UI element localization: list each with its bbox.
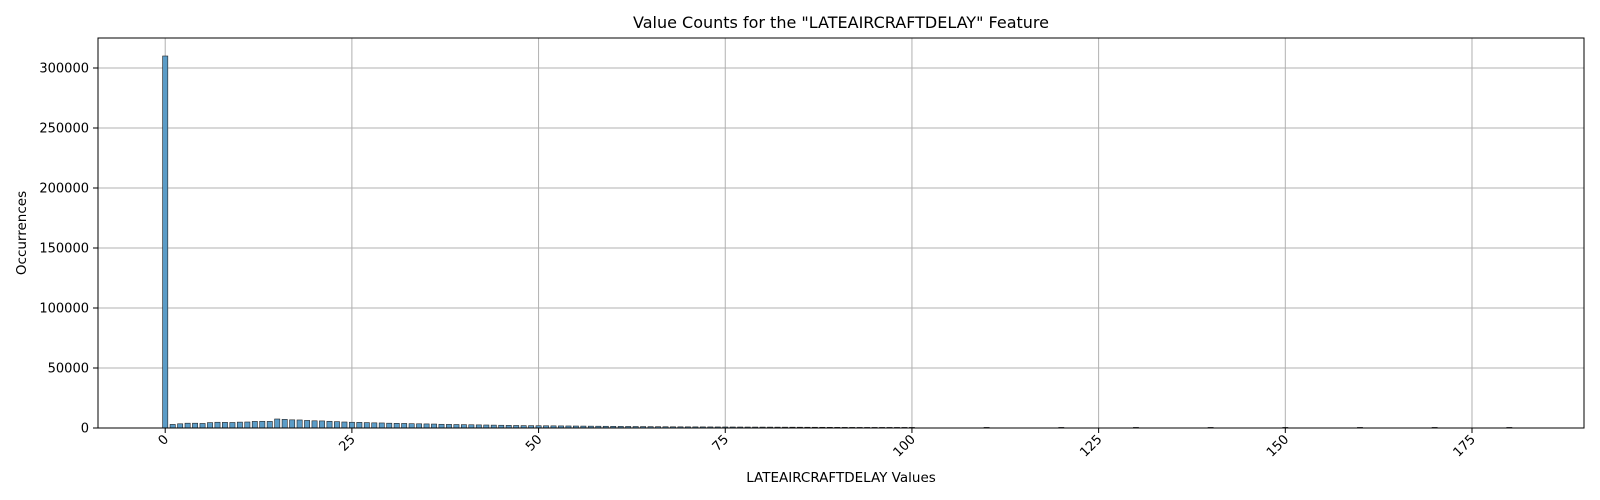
x-tick-label-0: 0 xyxy=(156,432,172,448)
chart-title: Value Counts for the "LATEAIRCRAFTDELAY"… xyxy=(633,13,1049,32)
bar-29 xyxy=(378,422,385,429)
grid-layer xyxy=(98,38,1584,429)
x-tick-label-5: 125 xyxy=(1077,432,1105,460)
x-axis-label: LATEAIRCRAFTDELAY Values xyxy=(746,470,936,486)
y-tick-layer: 0 50000 100000 150000 200000 250000 300000 xyxy=(39,62,98,437)
y-tick-label-1: 50000 xyxy=(48,362,89,377)
x-tick-label-1: 25 xyxy=(336,432,358,454)
bar-31 xyxy=(393,423,400,429)
x-tick-label-7: 175 xyxy=(1451,432,1479,460)
bar-34 xyxy=(416,423,423,429)
y-axis-label: Occurrences xyxy=(14,191,30,275)
bar-23 xyxy=(334,421,340,429)
bar-3 xyxy=(184,422,191,429)
y-tick-label-5: 250000 xyxy=(39,122,89,137)
bar-4 xyxy=(192,422,198,429)
bar-26 xyxy=(356,422,363,429)
bar-16 xyxy=(281,419,288,429)
bar-40 xyxy=(460,424,467,429)
bar-25 xyxy=(348,421,355,429)
bar-8 xyxy=(222,422,228,429)
bar-9 xyxy=(229,422,236,429)
bar-10 xyxy=(236,421,243,429)
bar-24 xyxy=(341,421,348,429)
x-tick-label-2: 50 xyxy=(523,432,545,454)
bar-22 xyxy=(326,420,333,429)
bar-7 xyxy=(214,421,221,429)
bar-21 xyxy=(319,420,325,429)
x-tick-layer: 0 25 50 75 100 125 150 175 xyxy=(156,428,1479,460)
bar-28 xyxy=(371,422,378,429)
bar-30 xyxy=(386,422,393,429)
y-tick-label-3: 150000 xyxy=(39,242,89,257)
bar-15 xyxy=(274,418,281,429)
y-tick-label-6: 300000 xyxy=(39,62,89,77)
bar-33 xyxy=(408,423,415,429)
bar-5 xyxy=(199,423,206,429)
bar-14 xyxy=(266,421,273,429)
y-tick-label-4: 200000 xyxy=(39,182,89,197)
x-tick-label-3: 75 xyxy=(710,432,732,454)
bar-32 xyxy=(401,423,408,429)
bar-19 xyxy=(304,420,310,429)
x-tick-label-6: 150 xyxy=(1264,432,1292,460)
bar-11 xyxy=(244,421,251,429)
bar-0 xyxy=(162,55,169,429)
bar-18 xyxy=(296,419,303,429)
plot-frame xyxy=(97,37,1585,429)
bar-layer xyxy=(162,55,1513,429)
bar-1 xyxy=(169,424,176,429)
bar-12 xyxy=(251,421,258,429)
bar-35 xyxy=(423,423,430,429)
bar-20 xyxy=(311,420,318,429)
y-tick-label-2: 100000 xyxy=(39,302,89,317)
bar-2 xyxy=(177,423,184,429)
bar-37 xyxy=(438,423,445,429)
bar-17 xyxy=(289,419,296,429)
x-tick-label-4: 100 xyxy=(891,432,919,460)
bar-27 xyxy=(363,422,370,429)
bar-38 xyxy=(446,424,452,429)
bar-13 xyxy=(259,420,266,429)
bar-36 xyxy=(431,423,437,429)
bar-6 xyxy=(207,422,213,429)
y-tick-label-0: 0 xyxy=(81,422,89,437)
bar-39 xyxy=(453,424,460,429)
